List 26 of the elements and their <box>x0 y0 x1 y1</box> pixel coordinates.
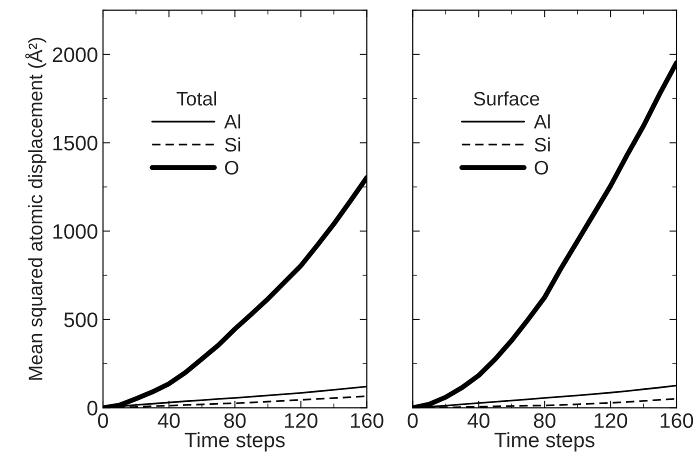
legend-label: O <box>534 160 548 175</box>
legend-label: Si <box>224 137 240 152</box>
legend-label: O <box>225 160 238 175</box>
y-axis-title: Mean squared atomic displacement (Å²) <box>25 38 46 380</box>
legend-title: Total <box>176 91 216 106</box>
y-tick-label: 1000 <box>53 224 98 239</box>
x-tick-label: 40 <box>468 413 490 428</box>
legend-title: Surface <box>474 91 540 106</box>
x-tick-label: 120 <box>594 413 628 428</box>
x-tick-label: 160 <box>660 413 694 428</box>
x-tick-label: 0 <box>408 413 418 428</box>
x-tick-label: 120 <box>285 413 318 428</box>
legend-label: Al <box>224 114 240 128</box>
x-tick-label: 160 <box>351 413 384 428</box>
x-axis-title: Time steps <box>184 432 285 452</box>
x-tick-label: 80 <box>534 413 556 428</box>
x-tick-label: 80 <box>224 413 246 428</box>
x-tick-label: 0 <box>98 413 108 428</box>
y-tick-label: 2000 <box>52 47 98 62</box>
y-tick-label: 500 <box>64 312 98 328</box>
y-tick-label: 0 <box>87 400 98 416</box>
legend-label: Si <box>534 137 550 152</box>
legend-label: Al <box>534 114 550 128</box>
x-tick-label: 40 <box>158 413 180 428</box>
y-tick-label: 1500 <box>53 136 98 151</box>
x-axis-title: Time steps <box>494 432 594 452</box>
